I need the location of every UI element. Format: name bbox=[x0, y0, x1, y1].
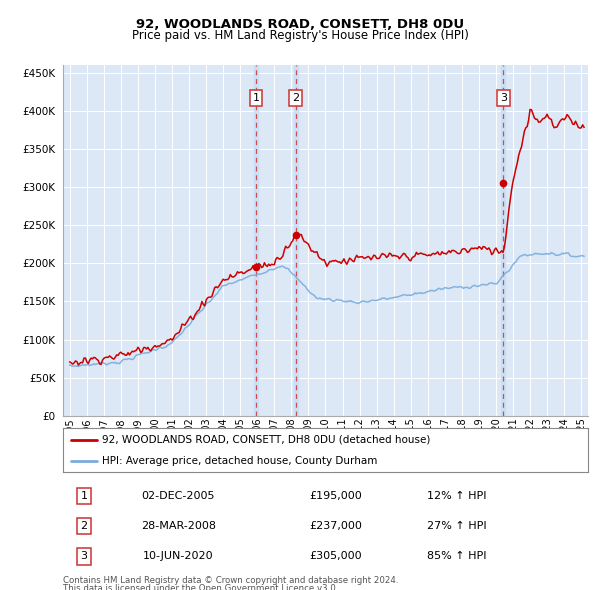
Text: 3: 3 bbox=[500, 93, 507, 103]
Text: Contains HM Land Registry data © Crown copyright and database right 2024.: Contains HM Land Registry data © Crown c… bbox=[63, 576, 398, 585]
Text: 3: 3 bbox=[80, 552, 88, 562]
Text: 12% ↑ HPI: 12% ↑ HPI bbox=[427, 491, 487, 501]
Text: This data is licensed under the Open Government Licence v3.0.: This data is licensed under the Open Gov… bbox=[63, 584, 338, 590]
Text: 92, WOODLANDS ROAD, CONSETT, DH8 0DU: 92, WOODLANDS ROAD, CONSETT, DH8 0DU bbox=[136, 18, 464, 31]
Text: 27% ↑ HPI: 27% ↑ HPI bbox=[427, 522, 487, 531]
Text: Price paid vs. HM Land Registry's House Price Index (HPI): Price paid vs. HM Land Registry's House … bbox=[131, 30, 469, 42]
Text: 2: 2 bbox=[292, 93, 299, 103]
Text: 1: 1 bbox=[80, 491, 88, 501]
Bar bbox=[293, 65, 298, 416]
Text: 10-JUN-2020: 10-JUN-2020 bbox=[143, 552, 214, 562]
Text: 1: 1 bbox=[253, 93, 259, 103]
Text: 92, WOODLANDS ROAD, CONSETT, DH8 0DU (detached house): 92, WOODLANDS ROAD, CONSETT, DH8 0DU (de… bbox=[103, 435, 431, 445]
Text: HPI: Average price, detached house, County Durham: HPI: Average price, detached house, Coun… bbox=[103, 456, 378, 466]
Text: 2: 2 bbox=[80, 522, 88, 531]
Text: 28-MAR-2008: 28-MAR-2008 bbox=[141, 522, 216, 531]
Text: £305,000: £305,000 bbox=[310, 552, 362, 562]
Bar bbox=[254, 65, 258, 416]
Text: 85% ↑ HPI: 85% ↑ HPI bbox=[427, 552, 487, 562]
Text: £237,000: £237,000 bbox=[310, 522, 362, 531]
Text: £195,000: £195,000 bbox=[310, 491, 362, 501]
Bar bbox=[502, 65, 505, 416]
Text: 02-DEC-2005: 02-DEC-2005 bbox=[142, 491, 215, 501]
